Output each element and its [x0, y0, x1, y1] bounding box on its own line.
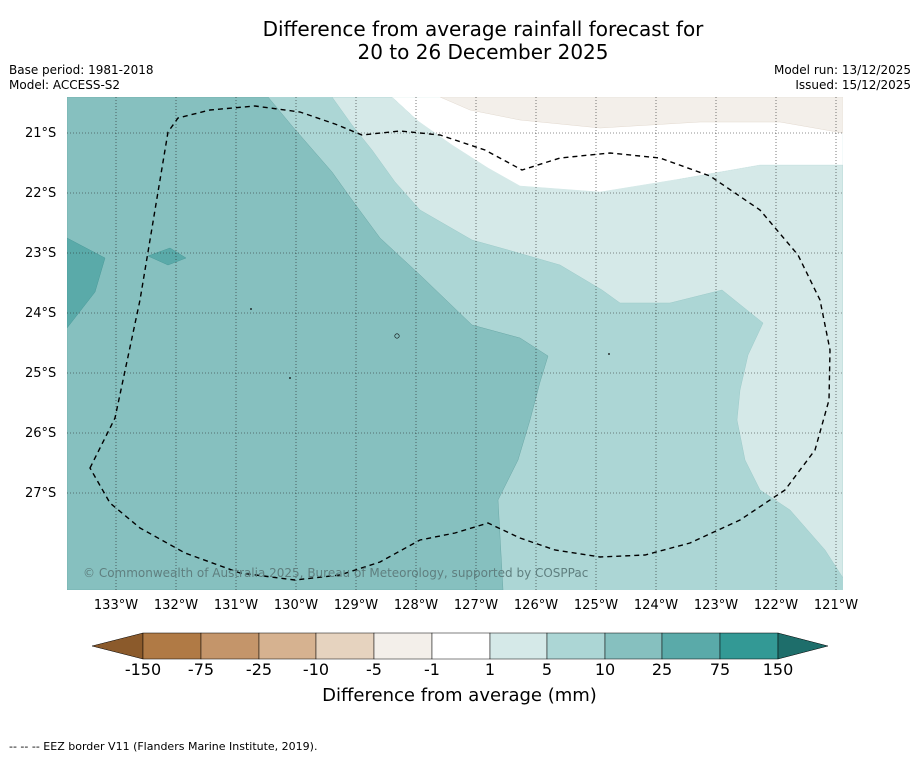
lat-label-27: 27°S [25, 486, 57, 501]
lon-label-127: 127°W [453, 598, 499, 613]
graticule [67, 97, 843, 590]
map-area [67, 97, 843, 590]
colorbar-tick: 25 [651, 660, 673, 679]
model-name: Model: ACCESS-S2 [9, 78, 121, 92]
island-2 [394, 333, 400, 339]
title-line-1: Difference from average rainfall forecas… [262, 17, 704, 41]
colorbar-bin-5 [373, 632, 433, 660]
chart-title: Difference from average rainfall forecas… [0, 18, 919, 64]
region-10-25-west [67, 97, 549, 590]
meta-left: Base period: 1981-2018 Model: ACCESS-S2 [9, 63, 154, 93]
lat-label-25: 25°S [25, 366, 57, 381]
colorbar [91, 632, 829, 660]
base-period: Base period: 1981-2018 [9, 63, 154, 77]
lon-label-129: 129°W [333, 598, 379, 613]
lat-label-26: 26°S [25, 426, 57, 441]
colorbar-tick: -75 [187, 660, 215, 679]
colorbar-bin-6 [431, 632, 491, 660]
colorbar-tick: -10 [302, 660, 330, 679]
eez-border [89, 105, 831, 581]
lat-label-21: 21°S [25, 126, 57, 141]
colorbar-tick: -25 [245, 660, 273, 679]
copyright-notice: © Commonwealth of Australia 2025, Bureau… [83, 566, 589, 580]
lon-label-123: 123°W [693, 598, 739, 613]
colorbar-tick: 1 [484, 660, 496, 679]
lon-label-126: 126°W [513, 598, 559, 613]
island-1 [250, 308, 252, 310]
region-25-75-west [67, 237, 106, 329]
colorbar-tick: -1 [424, 660, 440, 679]
title-line-2: 20 to 26 December 2025 [357, 40, 609, 64]
colorbar-tick: 5 [541, 660, 553, 679]
colorbar-bin-3 [258, 632, 317, 660]
colorbar-bin-9 [604, 632, 663, 660]
lon-label-125: 125°W [573, 598, 619, 613]
island-3 [608, 353, 610, 355]
colorbar-extend-high [777, 632, 829, 660]
colorbar-extend-low [91, 632, 144, 660]
colorbar-bin-2 [200, 632, 260, 660]
lon-label-121: 121°W [813, 598, 859, 613]
lon-label-133: 133°W [93, 598, 139, 613]
lon-label-124: 124°W [633, 598, 679, 613]
issued-date: Issued: 15/12/2025 [795, 78, 911, 92]
meta-right: Model run: 13/12/2025 Issued: 15/12/2025 [774, 63, 911, 93]
colorbar-bin-1 [142, 632, 202, 660]
colorbar-tick: -5 [366, 660, 382, 679]
colorbar-bin-10 [661, 632, 721, 660]
lon-label-131: 131°W [213, 598, 259, 613]
eez-footnote: -- -- -- EEZ border V11 (Flanders Marine… [9, 740, 318, 753]
colorbar-tick: 10 [594, 660, 616, 679]
lat-label-22: 22°S [25, 186, 57, 201]
colorbar-bin-11 [719, 632, 779, 660]
colorbar-title: Difference from average (mm) [322, 685, 597, 706]
colorbar-bin-4 [315, 632, 375, 660]
colorbar-tick: -150 [124, 660, 162, 679]
colorbar-bin-8 [546, 632, 606, 660]
colorbar-tick: 75 [709, 660, 731, 679]
region-25-75-small [147, 247, 187, 266]
lon-label-130: 130°W [273, 598, 319, 613]
colorbar-tick: 150 [762, 660, 794, 679]
region-minus5-minus1 [439, 97, 843, 134]
lat-label-23: 23°S [25, 246, 57, 261]
lat-label-24: 24°S [25, 306, 57, 321]
lon-label-132: 132°W [153, 598, 199, 613]
colorbar-bin-7 [489, 632, 548, 660]
lon-label-122: 122°W [753, 598, 799, 613]
lon-label-128: 128°W [393, 598, 439, 613]
island-4 [289, 377, 291, 379]
model-run: Model run: 13/12/2025 [773, 63, 911, 77]
